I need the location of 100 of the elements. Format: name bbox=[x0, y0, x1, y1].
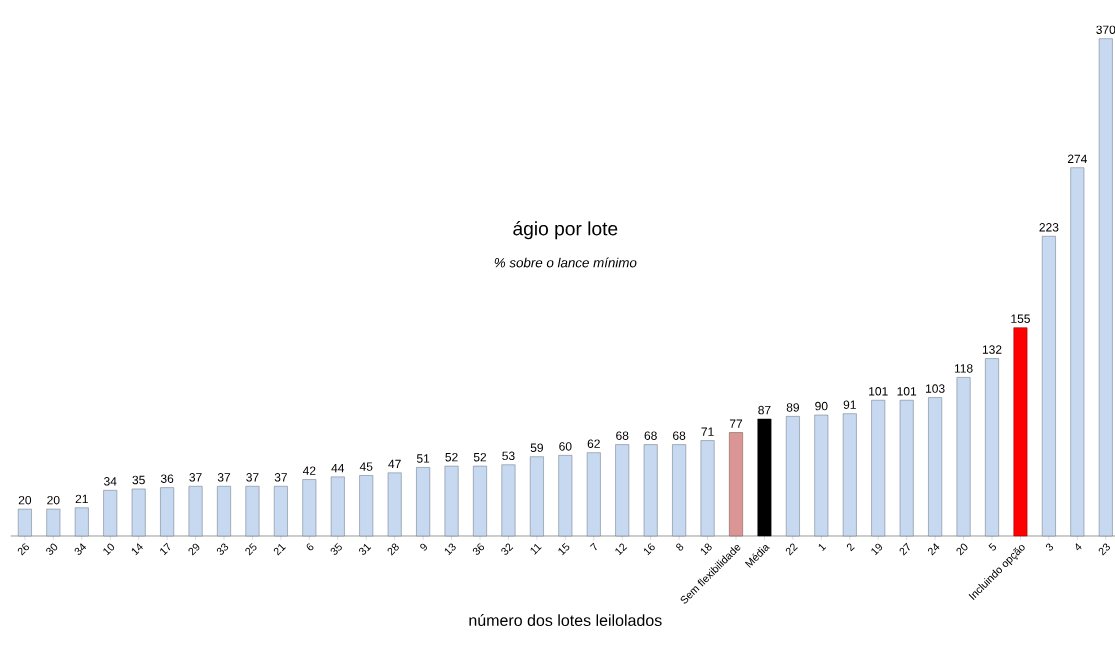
x-tick-label: 10 bbox=[103, 543, 115, 556]
bar bbox=[985, 358, 999, 537]
data-label: 34 bbox=[104, 477, 117, 486]
data-label: 77 bbox=[729, 419, 743, 428]
data-label: 101 bbox=[897, 387, 917, 396]
x-tick-label: 34 bbox=[74, 543, 87, 555]
x-tick-label: 21 bbox=[273, 543, 286, 556]
bar bbox=[643, 444, 658, 537]
bar bbox=[1070, 167, 1085, 537]
bar bbox=[586, 452, 601, 537]
x-tick-label: 5 bbox=[988, 542, 996, 551]
x-tick-label: 24 bbox=[928, 543, 940, 556]
bar bbox=[444, 465, 459, 537]
data-label: 21 bbox=[75, 494, 88, 504]
x-tick-label: 35 bbox=[330, 542, 342, 555]
bar bbox=[558, 455, 573, 537]
data-label: 42 bbox=[302, 466, 316, 475]
bar bbox=[188, 486, 203, 537]
x-tick-label: 29 bbox=[188, 543, 200, 556]
data-label: 45 bbox=[359, 462, 373, 471]
x-tick-label: 26 bbox=[17, 543, 29, 556]
data-label: 101 bbox=[869, 387, 888, 396]
data-label: 37 bbox=[274, 473, 287, 482]
bar bbox=[956, 377, 971, 537]
x-tick-label: 28 bbox=[387, 543, 399, 556]
data-label: 20 bbox=[18, 495, 32, 505]
bar bbox=[1041, 235, 1056, 537]
x-tick-label: 23 bbox=[1098, 543, 1110, 556]
bar bbox=[46, 508, 61, 537]
bar bbox=[1013, 327, 1028, 537]
data-label: 132 bbox=[982, 345, 1002, 354]
x-tick-label: 15 bbox=[558, 542, 570, 556]
bar bbox=[74, 507, 89, 537]
x-tick-label: 25 bbox=[245, 542, 257, 556]
text: ágio por lote bbox=[513, 221, 618, 240]
data-label: 118 bbox=[954, 364, 973, 373]
data-label: 52 bbox=[473, 452, 487, 462]
x-tick-label: 16 bbox=[643, 543, 655, 556]
data-label: 91 bbox=[843, 400, 856, 409]
bar bbox=[330, 476, 345, 537]
data-label: 60 bbox=[559, 442, 572, 451]
x-tick-label: 2 bbox=[846, 543, 855, 552]
bar bbox=[131, 488, 146, 537]
bar bbox=[729, 432, 743, 537]
x-tick-label: 22 bbox=[785, 543, 798, 556]
bar bbox=[928, 397, 943, 537]
x-tick-label: 11 bbox=[530, 543, 542, 555]
bar bbox=[899, 399, 914, 537]
data-label: 155 bbox=[1011, 314, 1030, 323]
data-label: 37 bbox=[246, 473, 259, 482]
data-label: 53 bbox=[502, 451, 515, 461]
data-label: 52 bbox=[445, 452, 458, 462]
bar bbox=[217, 486, 231, 537]
data-label: 68 bbox=[673, 431, 686, 440]
data-label: 89 bbox=[786, 403, 799, 412]
x-tick-label: 19 bbox=[871, 543, 883, 556]
bar bbox=[103, 490, 118, 537]
x-tick-label: 4 bbox=[1075, 543, 1082, 551]
bar bbox=[359, 475, 374, 537]
data-label: 20 bbox=[47, 495, 60, 505]
data-label: 44 bbox=[331, 463, 345, 473]
bar bbox=[700, 440, 715, 537]
x-tick-label: 1 bbox=[818, 543, 827, 552]
bar bbox=[245, 486, 260, 537]
data-label: 37 bbox=[189, 473, 202, 482]
x-tick-label: 3 bbox=[1045, 543, 1054, 551]
bar bbox=[473, 465, 487, 537]
data-label: 59 bbox=[530, 443, 543, 452]
bar bbox=[416, 467, 431, 537]
data-label: 68 bbox=[644, 431, 657, 440]
bar bbox=[501, 464, 516, 537]
data-label: 68 bbox=[616, 431, 629, 440]
x-tick-label: 13 bbox=[444, 543, 456, 556]
data-label: 370 bbox=[1096, 25, 1115, 34]
bar bbox=[302, 479, 317, 537]
x-tick-label: 33 bbox=[216, 543, 229, 555]
bar bbox=[529, 456, 544, 537]
bar bbox=[387, 472, 402, 537]
bar bbox=[785, 416, 800, 537]
bar bbox=[814, 414, 829, 537]
x-tick-label: 14 bbox=[131, 543, 143, 556]
x-tick-label: 27 bbox=[899, 542, 910, 556]
bar bbox=[842, 413, 857, 537]
data-label: 62 bbox=[587, 439, 600, 448]
data-label: 71 bbox=[701, 427, 714, 436]
x-tick-label: 7 bbox=[589, 542, 597, 551]
data-label: 51 bbox=[416, 454, 430, 463]
bar bbox=[615, 444, 630, 537]
x-tick-label: 36 bbox=[472, 543, 485, 555]
data-label: 36 bbox=[160, 474, 174, 483]
data-label: 223 bbox=[1039, 223, 1059, 232]
x-tick-label: 17 bbox=[160, 542, 171, 556]
data-label: 35 bbox=[132, 475, 145, 485]
data-label: 103 bbox=[926, 384, 945, 393]
data-label: 47 bbox=[388, 459, 401, 469]
x-tick-label: 32 bbox=[501, 543, 514, 555]
bar bbox=[160, 487, 175, 537]
bar bbox=[871, 399, 886, 537]
bar bbox=[757, 418, 772, 537]
x-tick-label: 12 bbox=[615, 543, 628, 556]
